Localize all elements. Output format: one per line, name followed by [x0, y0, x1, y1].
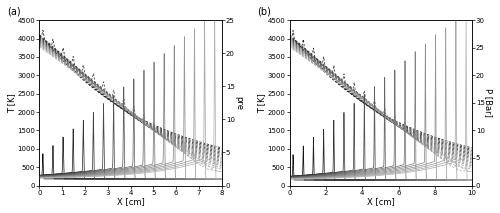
Y-axis label: T [K]: T [K]	[257, 93, 266, 113]
Text: (a): (a)	[6, 7, 20, 17]
X-axis label: X [cm]: X [cm]	[116, 197, 144, 206]
X-axis label: X [cm]: X [cm]	[366, 197, 394, 206]
Y-axis label: P [Bar]: P [Bar]	[484, 88, 493, 117]
Y-axis label: T [K]: T [K]	[7, 93, 16, 113]
Text: (b): (b)	[256, 7, 270, 17]
Y-axis label: pre: pre	[234, 96, 243, 110]
